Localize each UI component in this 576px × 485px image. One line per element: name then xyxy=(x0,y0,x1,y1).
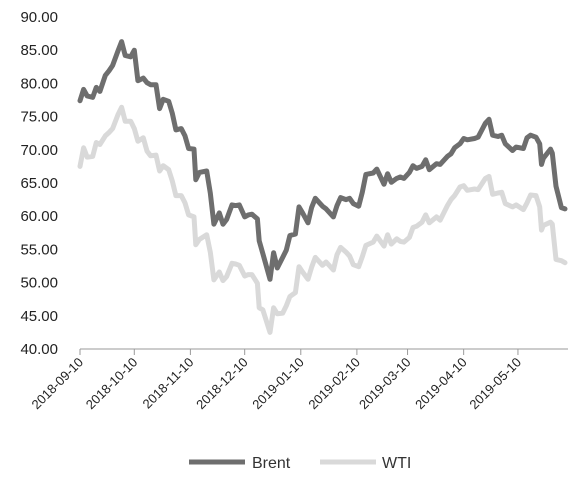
x-tick-label: 2018-10-10 xyxy=(83,355,141,413)
y-tick-label: 70.00 xyxy=(20,142,58,159)
x-tick-label: 2018-09-10 xyxy=(28,355,86,413)
y-tick-label: 75.00 xyxy=(20,109,58,126)
x-tick-label: 2019-05-10 xyxy=(466,355,524,413)
y-tick-label: 40.00 xyxy=(20,341,58,358)
x-tick-label: 2019-04-10 xyxy=(412,355,470,413)
legend: Brent WTI xyxy=(189,455,411,472)
y-tick-label: 55.00 xyxy=(20,241,58,258)
y-tick-label: 50.00 xyxy=(20,275,58,292)
x-tick-label: 2018-11-10 xyxy=(140,355,197,412)
series-lines xyxy=(77,39,568,335)
series-line-brent xyxy=(77,39,568,282)
x-axis-tick-marks xyxy=(79,349,519,355)
y-tick-label: 60.00 xyxy=(20,208,58,225)
legend-label-brent: Brent xyxy=(252,455,291,472)
y-axis-tick-labels: 40.00 45.00 50.00 55.00 60.00 65.00 70.00 75.00… xyxy=(20,9,58,358)
series-line-wti xyxy=(77,104,568,335)
y-tick-label: 85.00 xyxy=(20,42,58,59)
x-tick-label: 2019-01-10 xyxy=(249,355,307,413)
x-tick-label: 2018-12-10 xyxy=(193,355,251,413)
legend-label-wti: WTI xyxy=(382,455,411,472)
y-tick-label: 80.00 xyxy=(20,75,58,92)
x-tick-label: 2019-02-10 xyxy=(305,355,363,413)
y-tick-label: 65.00 xyxy=(20,175,58,192)
x-tick-label: 2019-03-10 xyxy=(356,355,414,413)
y-tick-label: 90.00 xyxy=(20,9,58,26)
y-tick-label: 45.00 xyxy=(20,308,58,325)
